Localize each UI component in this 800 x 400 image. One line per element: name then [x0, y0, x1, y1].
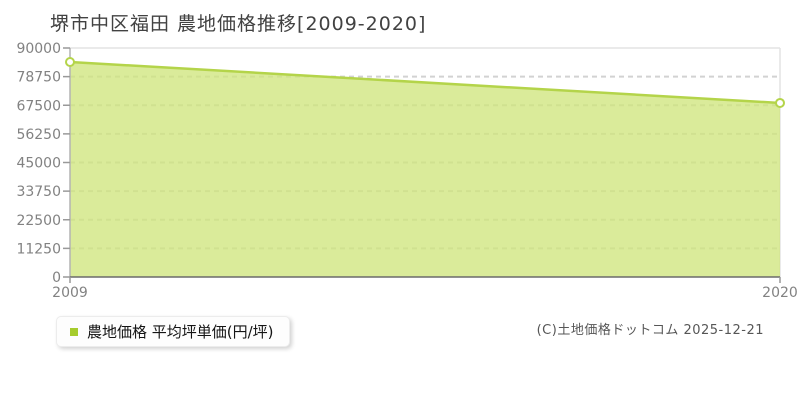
x-tick-label: 2020 [762, 285, 798, 301]
y-tick-label: 22500 [16, 213, 61, 229]
y-tick-label: 45000 [16, 156, 61, 172]
data-point-marker [65, 56, 75, 67]
y-tick-label: 56250 [16, 127, 61, 143]
y-tick-label: 90000 [16, 41, 61, 57]
y-tick-label: 0 [52, 270, 61, 286]
chart-title: 堺市中区福田 農地価格推移[2009-2020] [50, 13, 427, 35]
legend: 農地価格 平均坪単価(円/坪) [56, 316, 290, 347]
price-trend-chart: 0 11250 22500 33750 45000 56250 67500 78750 9000… [16, 41, 798, 301]
trend-line [69, 60, 781, 105]
area-fill [70, 61, 780, 277]
copyright-text: (C)土地価格ドットコム 2025-12-21 [536, 323, 764, 338]
legend-label: 農地価格 平均坪単価(円/坪) [87, 323, 274, 341]
x-tick-label: 2009 [52, 285, 88, 301]
y-tick-label: 11250 [16, 241, 61, 257]
y-tick-label: 33750 [16, 184, 61, 200]
legend-swatch-icon [70, 327, 78, 336]
data-point-marker [775, 97, 785, 108]
y-tick-label: 67500 [16, 98, 61, 114]
y-tick-label: 78750 [16, 70, 61, 86]
